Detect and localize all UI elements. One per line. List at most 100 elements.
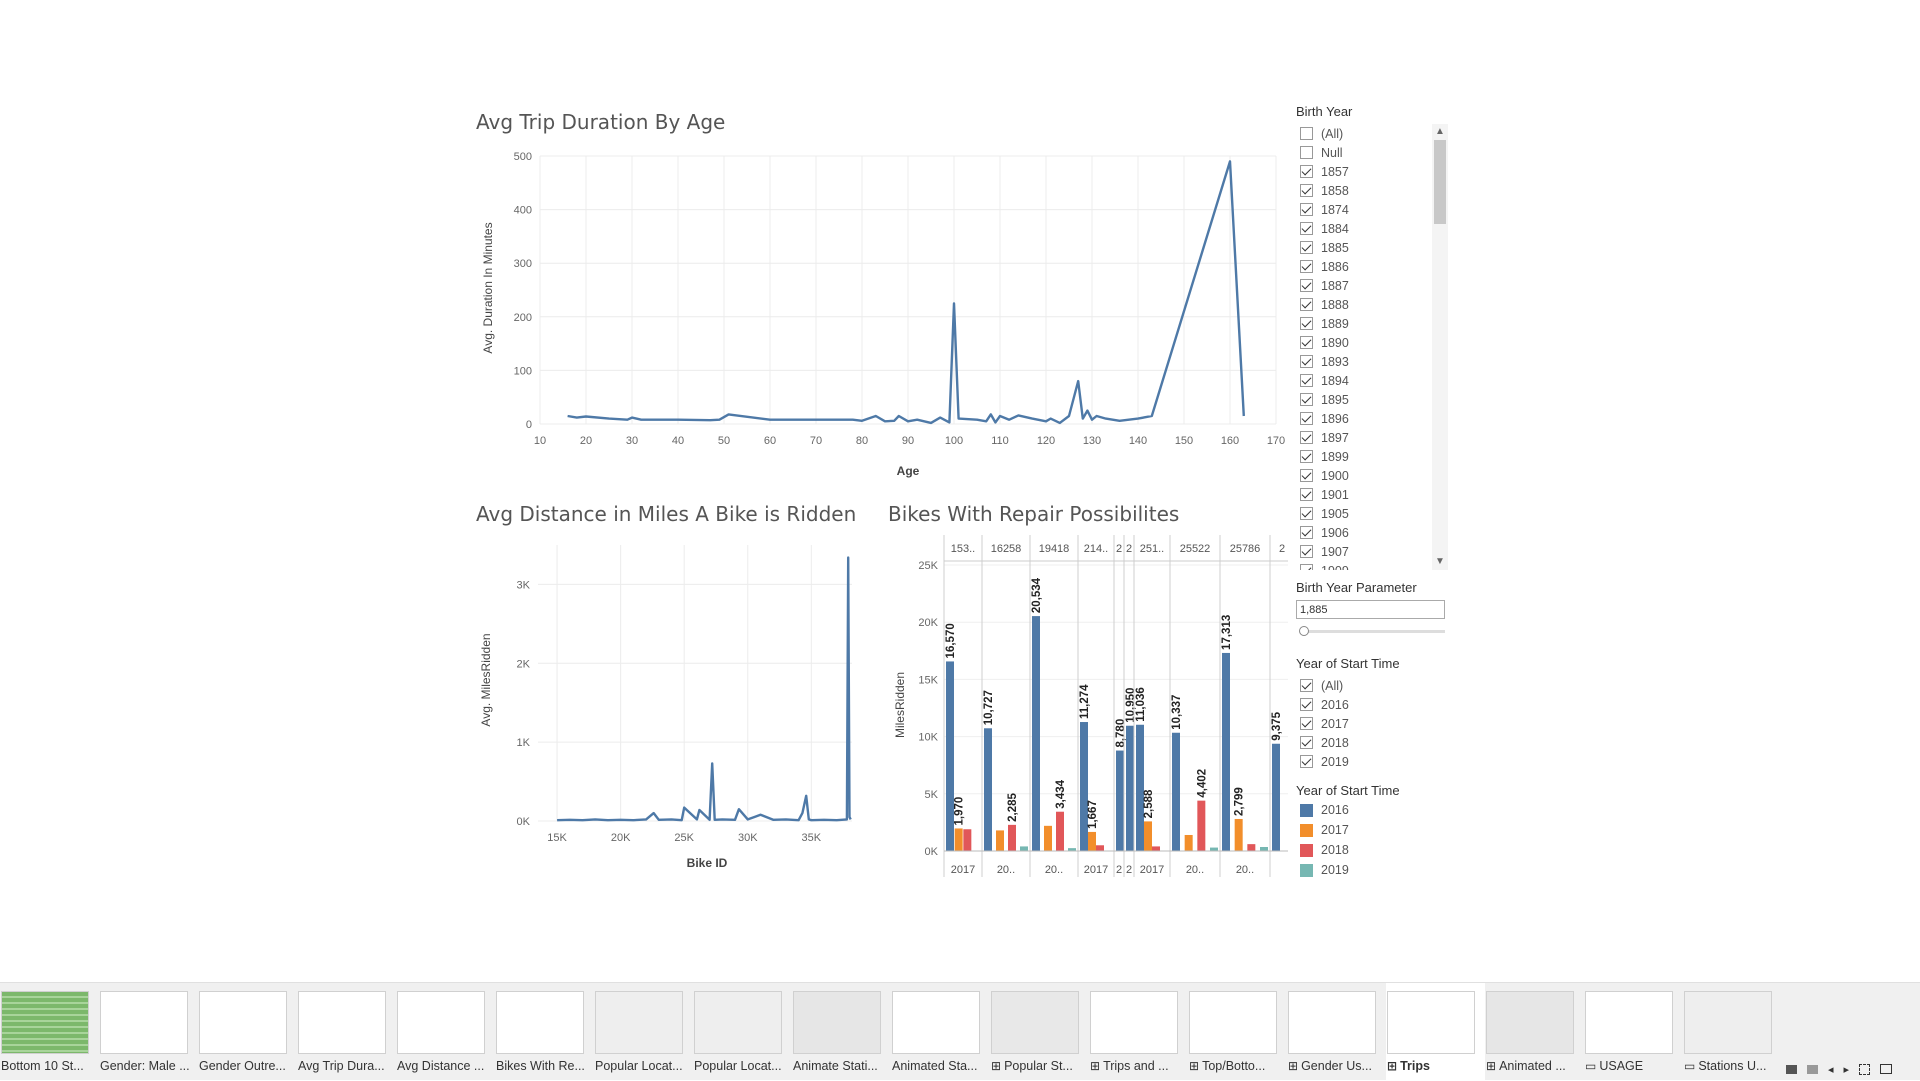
sheet-tab[interactable]: ⊞ Gender Us... [1287,983,1386,1081]
checkbox-icon[interactable] [1300,736,1313,749]
year-start-option[interactable]: (All) [1300,676,1343,695]
chart3-bar[interactable] [1044,825,1052,851]
sheet-tab[interactable]: Animated Sta... [891,983,990,1081]
chart3-bar[interactable] [984,728,992,851]
chart3-bar[interactable] [1126,725,1134,851]
filmstrip-icon[interactable] [1786,1064,1797,1074]
birth-year-option[interactable]: 1895 [1300,390,1349,409]
sheet-tab[interactable]: ⊞ Trips and ... [1089,983,1188,1081]
distance-line-chart[interactable]: Avg. MilesRidden Bike ID 3K 2K 1K 0K 15K 20K 2… [476,535,876,875]
chart3-bar[interactable] [1210,847,1218,851]
checkbox-icon[interactable] [1300,317,1313,330]
birth-year-option[interactable]: 1889 [1300,314,1349,333]
scroll-up-icon[interactable]: ▲ [1435,126,1445,137]
checkbox-icon[interactable] [1300,717,1313,730]
birth-year-option[interactable]: 1899 [1300,447,1349,466]
chart3-bar[interactable] [1096,845,1104,851]
chart3-bar[interactable] [1136,724,1144,851]
trip-duration-line-chart[interactable]: Avg. Duration In Minutes Age 50040030020… [476,140,1296,520]
next-sheet-icon[interactable]: ▸ [1843,1063,1850,1076]
checkbox-icon[interactable] [1300,507,1313,520]
birth-year-scrollbar[interactable]: ▲ ▼ [1432,124,1448,570]
year-start-option[interactable]: 2016 [1300,695,1349,714]
chart3-bar[interactable] [1222,652,1230,851]
year-start-option[interactable]: 2018 [1300,733,1349,752]
chart3-bar[interactable] [1088,831,1096,851]
sheet-tab[interactable]: Gender Outre... [198,983,297,1081]
sheet-tab[interactable]: Animate Stati... [792,983,891,1081]
birth-year-option[interactable]: 1894 [1300,371,1349,390]
chart3-bar[interactable] [1247,844,1256,851]
checkbox-icon[interactable] [1300,755,1313,768]
birth-year-option[interactable]: 1886 [1300,257,1349,276]
chart3-bar[interactable] [1272,743,1280,851]
chart3-bar[interactable] [954,828,963,851]
chart3-bar[interactable] [1080,722,1088,851]
birth-year-option[interactable]: 1887 [1300,276,1349,295]
checkbox-icon[interactable] [1300,298,1313,311]
chart3-bar[interactable] [1020,846,1028,851]
checkbox-icon[interactable] [1300,260,1313,273]
checkbox-icon[interactable] [1300,203,1313,216]
birth-year-option[interactable]: 1890 [1300,333,1349,352]
chart3-bar[interactable] [1184,834,1193,851]
birth-year-option[interactable]: 1897 [1300,428,1349,447]
birth-year-option[interactable]: 1857 [1300,162,1349,181]
birth-year-option[interactable]: 1888 [1300,295,1349,314]
checkbox-icon[interactable] [1300,488,1313,501]
year-start-option[interactable]: 2017 [1300,714,1349,733]
checkbox-icon[interactable] [1300,564,1313,570]
birth-year-option[interactable]: 1909 [1300,561,1349,570]
grid-view-icon[interactable] [1807,1064,1818,1074]
chart3-bar[interactable] [996,830,1004,851]
sheet-tab[interactable]: ⊞ Popular St... [990,983,1089,1081]
sheet-tab[interactable]: ▭ Stations U... [1683,983,1782,1081]
sheet-tab[interactable]: Gender: Male ... [99,983,198,1081]
chart3-bar[interactable] [1144,821,1152,851]
birth-year-parameter-input[interactable] [1296,600,1445,619]
checkbox-icon[interactable] [1300,222,1313,235]
sheet-tab[interactable]: ⊞ Animated ... [1485,983,1584,1081]
birth-year-option[interactable]: 1896 [1300,409,1349,428]
prev-sheet-icon[interactable]: ◂ [1828,1063,1834,1076]
birth-year-option[interactable]: 1901 [1300,485,1349,504]
chart2-series-line[interactable] [557,556,852,822]
checkbox-icon[interactable] [1300,374,1313,387]
sheet-tab[interactable]: ⊞ Top/Botto... [1188,983,1287,1081]
parameter-slider-track[interactable] [1302,630,1445,633]
chart1-series-line[interactable] [567,160,1245,425]
checkbox-icon[interactable] [1300,698,1313,711]
checkbox-icon[interactable] [1300,469,1313,482]
parameter-slider-handle[interactable] [1299,626,1309,636]
chart3-bar[interactable] [1234,818,1243,851]
chart3-bar[interactable] [1260,846,1268,851]
birth-year-option[interactable]: 1893 [1300,352,1349,371]
repair-bar-chart[interactable]: MilesRidden 25K 20K 15K 10K 5K 0K 153.. 2017 16,… [888,535,1288,885]
sheet-tab[interactable]: Bottom 10 St... [0,983,99,1081]
checkbox-icon[interactable] [1300,679,1313,692]
birth-year-option[interactable]: 1906 [1300,523,1349,542]
checkbox-icon[interactable] [1300,412,1313,425]
birth-year-option[interactable]: 1884 [1300,219,1349,238]
chart3-bar[interactable] [1068,848,1076,851]
chart3-bar[interactable] [1116,750,1124,851]
legend-item[interactable]: 2018 [1300,840,1349,860]
birth-year-option[interactable]: 1907 [1300,542,1349,561]
birth-year-option[interactable]: Null [1300,143,1343,162]
chart3-bar[interactable] [963,829,972,851]
checkbox-icon[interactable] [1300,355,1313,368]
legend-item[interactable]: 2017 [1300,820,1349,840]
checkbox-icon[interactable] [1300,450,1313,463]
legend-item[interactable]: 2019 [1300,860,1349,880]
sheet-tab[interactable]: ⊞ Trips [1386,983,1485,1081]
sheet-tab[interactable]: Avg Distance ... [396,983,495,1081]
scroll-down-icon[interactable]: ▼ [1435,556,1445,567]
legend-item[interactable]: 2016 [1300,800,1349,820]
chart3-bar[interactable] [1032,616,1040,851]
chart3-bar[interactable] [946,661,954,851]
birth-year-option[interactable]: 1900 [1300,466,1349,485]
birth-year-option[interactable]: 1885 [1300,238,1349,257]
chart3-bar[interactable] [1172,732,1180,851]
present-icon[interactable] [1880,1064,1893,1074]
sheet-tab[interactable]: Popular Locat... [594,983,693,1081]
